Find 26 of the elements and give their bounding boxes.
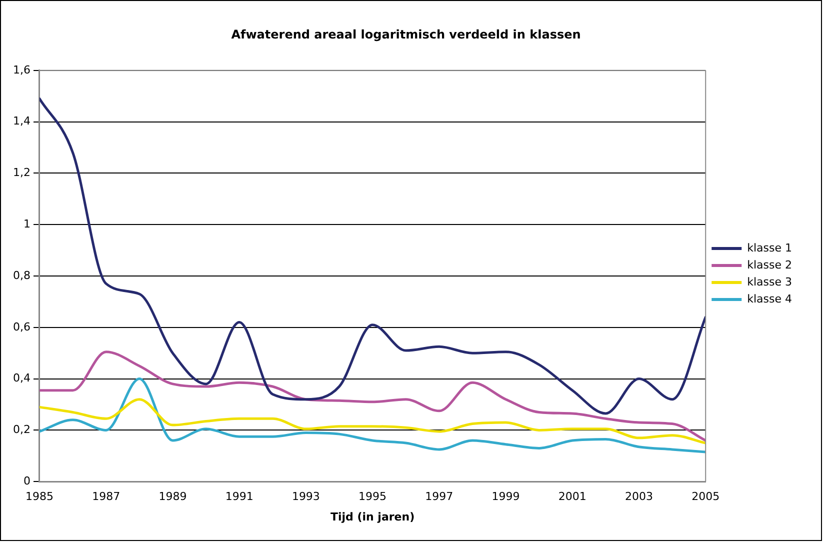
- y-tick-label: 0,4: [12, 372, 30, 385]
- x-tick-label: 2005: [692, 490, 720, 504]
- x-tick-label: 2003: [624, 490, 653, 504]
- x-tick-label: 1999: [492, 490, 520, 504]
- x-axis-title: Tijd (in jaren): [330, 510, 415, 524]
- chart-title: Afwaterend areaal logaritmisch verdeeld in klassen: [231, 27, 581, 42]
- y-tick-label: 0,6: [12, 320, 30, 334]
- legend-label: klasse 1: [747, 241, 792, 254]
- x-tick-label: 2001: [558, 490, 586, 504]
- x-tick-label: 1997: [425, 490, 454, 504]
- legend-label: klasse 3: [747, 275, 792, 288]
- y-tick-label: 1,2: [12, 166, 30, 180]
- x-tick-label: 1987: [92, 490, 120, 504]
- legend-label: klasse 4: [747, 292, 792, 306]
- y-tick-label: 0,8: [12, 268, 30, 282]
- x-tick-label: 1989: [158, 490, 187, 504]
- y-tick-label: 1: [23, 217, 30, 230]
- x-tick-label: 1985: [25, 490, 54, 504]
- y-tick-label: 1,6: [12, 63, 30, 76]
- y-tick-label: 1,4: [12, 114, 30, 128]
- x-tick-label: 1991: [225, 490, 254, 504]
- y-tick-label: 0: [23, 474, 30, 488]
- x-tick-label: 1993: [292, 490, 320, 504]
- x-tick-label: 1995: [358, 490, 387, 504]
- y-tick-label: 0,2: [12, 423, 30, 436]
- legend-label: klasse 2: [747, 258, 792, 272]
